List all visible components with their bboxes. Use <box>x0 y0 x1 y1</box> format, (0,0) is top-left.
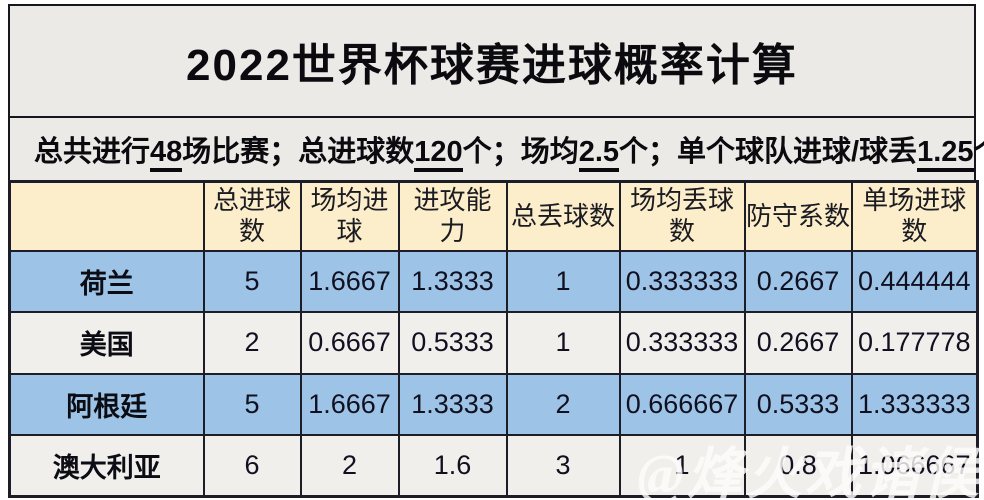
cell-conceded-per-match: 0.333333 <box>618 249 746 313</box>
cell-single-match-goals: 1.066667 <box>850 433 979 498</box>
cell-defense-coefficient: 0.5333 <box>743 372 853 436</box>
cell-conceded-per-match: 0.333333 <box>618 310 746 375</box>
summary-value-avg-per-match: 2.5 <box>578 136 620 172</box>
cell-total-conceded: 3 <box>505 433 621 498</box>
summary-text: 总共进行48场比赛；总进球数120个；场均2.5个；单个球队进球/球丢1.25个… <box>34 128 984 172</box>
summary-segment: 个。 <box>974 136 984 168</box>
header-total-conceded: 总丢球数 <box>505 180 621 252</box>
cell-single-match-goals: 1.333333 <box>850 372 979 436</box>
cell-goals-per-match: 1.6667 <box>299 249 400 313</box>
cell-total-goals: 6 <box>202 433 302 498</box>
cell-total-goals: 5 <box>202 249 302 313</box>
header-goals-per-match: 场均进 球 <box>299 180 400 252</box>
cell-attack-ability: 1.6 <box>397 433 508 498</box>
summary-value-total-matches: 48 <box>150 136 183 172</box>
table-row-usa: 美国 2 0.6667 0.5333 1 0.333333 0.2667 0.1… <box>8 310 979 375</box>
cell-single-match-goals: 0.177778 <box>850 310 979 375</box>
goal-stats-table: 总进球 数 场均进 球 进攻能 力 总丢球数 场均丢球 数 防守系数 单场进球 … <box>8 180 979 498</box>
cell-conceded-per-match: 0.666667 <box>618 372 746 436</box>
team-name: 阿根廷 <box>8 372 205 436</box>
cell-total-goals: 5 <box>202 372 302 436</box>
summary-segment: 场比赛；总进球数 <box>182 136 415 168</box>
cell-goals-per-match: 0.6667 <box>299 310 400 375</box>
table-row-argentina: 阿根廷 5 1.6667 1.3333 2 0.666667 0.5333 1.… <box>8 372 979 436</box>
summary-bar: 总共进行48场比赛；总进球数120个；场均2.5个；单个球队进球/球丢1.25个… <box>8 116 984 182</box>
cell-total-conceded: 2 <box>505 372 621 436</box>
summary-value-per-team: 1.25 <box>917 136 974 172</box>
cell-attack-ability: 1.3333 <box>397 249 508 313</box>
cell-single-match-goals: 0.444444 <box>850 249 979 313</box>
summary-value-total-goals: 120 <box>414 136 463 172</box>
cell-total-conceded: 1 <box>505 249 621 313</box>
cell-total-goals: 2 <box>202 310 302 375</box>
header-total-goals: 总进球 数 <box>202 180 302 252</box>
table-header-row: 总进球 数 场均进 球 进攻能 力 总丢球数 场均丢球 数 防守系数 单场进球 … <box>8 180 979 252</box>
table-row-netherlands: 荷兰 5 1.6667 1.3333 1 0.333333 0.2667 0.4… <box>8 249 979 313</box>
cell-goals-per-match: 2 <box>299 433 400 498</box>
page-title: 2022世界杯球赛进球概率计算 <box>186 41 798 90</box>
cell-attack-ability: 1.3333 <box>397 372 508 436</box>
team-name: 美国 <box>8 310 205 375</box>
summary-segment: 个；场均 <box>462 136 579 168</box>
team-name: 澳大利亚 <box>8 433 205 498</box>
header-single-match-goals: 单场进球 数 <box>850 180 979 252</box>
header-team-blank <box>8 180 205 252</box>
cell-conceded-per-match: 1 <box>618 433 746 498</box>
team-name: 荷兰 <box>8 249 205 313</box>
header-defense-coefficient: 防守系数 <box>743 180 853 252</box>
header-conceded-per-match: 场均丢球 数 <box>618 180 746 252</box>
summary-segment: 个；单个球队进球/球丢 <box>619 136 918 168</box>
header-attack-ability: 进攻能 力 <box>397 180 508 252</box>
title-banner: 2022世界杯球赛进球概率计算 <box>8 4 976 118</box>
summary-segment: 总共进行 <box>34 136 151 168</box>
cell-defense-coefficient: 0.2667 <box>743 249 853 313</box>
cell-goals-per-match: 1.6667 <box>299 372 400 436</box>
cell-total-conceded: 1 <box>505 310 621 375</box>
cell-attack-ability: 0.5333 <box>397 310 508 375</box>
cell-defense-coefficient: 0.2667 <box>743 310 853 375</box>
cell-defense-coefficient: 0.8 <box>743 433 853 498</box>
table-row-australia: 澳大利亚 6 2 1.6 3 1 0.8 1.066667 <box>8 433 979 498</box>
